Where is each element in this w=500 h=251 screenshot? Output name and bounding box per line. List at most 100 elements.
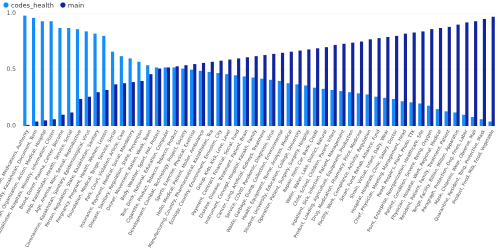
bar [272,53,276,126]
bar [242,76,246,126]
bar [324,47,328,126]
bar [435,109,439,126]
bar [146,65,150,126]
bar [219,60,223,126]
bar [342,43,346,126]
bar [43,120,48,126]
bar [286,83,290,126]
bar [409,102,413,126]
bar [198,70,202,126]
bar [444,111,448,126]
bar [456,24,460,126]
bar [316,48,320,127]
bar [26,124,30,126]
bar [479,119,483,126]
bar [237,58,241,126]
bar [403,33,407,127]
bar [67,28,71,126]
bar [58,28,62,126]
bar [482,19,486,127]
bar [312,87,317,126]
bar [351,42,355,126]
bar [225,74,229,126]
bar [23,15,27,127]
bar [52,119,56,126]
bar [32,17,36,126]
y-tick-label: 1.0 [6,10,16,17]
bar [102,35,106,127]
bar [181,68,185,126]
bar [172,67,176,126]
bar [395,35,399,127]
bar [61,114,65,126]
bar [330,89,334,126]
bar [96,92,100,126]
bar [447,26,451,126]
bar [263,55,267,127]
bar [184,65,188,126]
legend-label: codes_health [11,2,54,10]
bar [201,62,206,126]
bar [465,22,469,126]
bar [289,51,293,126]
bar [488,121,492,126]
bar [128,58,132,126]
bar [193,64,197,126]
bar [35,121,39,126]
bar [418,103,422,126]
bar [295,84,299,126]
bar [254,56,258,126]
bar [149,74,153,126]
bar [391,98,396,126]
bar [137,61,141,126]
bar [307,49,311,126]
bar [474,21,478,126]
legend-swatch [3,2,9,8]
bar [339,91,343,126]
legend-label: main [68,2,84,10]
bar [119,56,123,126]
bar [233,75,238,126]
bar [427,105,431,126]
bar [348,92,352,126]
legend: codes_health main [3,2,84,10]
bar [75,29,80,127]
bar [400,101,404,126]
bar [386,37,390,126]
bar [491,16,495,127]
bar [251,77,255,126]
y-tick-label: 0.0 [6,123,16,130]
bar [228,59,232,126]
bar [87,96,91,126]
bar [131,82,135,126]
bar [453,112,457,126]
bar [163,67,167,126]
bar [298,50,302,127]
bar [430,29,434,127]
y-tick-label: 0.5 [6,66,16,73]
bar [359,41,364,126]
bar [365,94,369,126]
bar [333,44,337,126]
bar [79,98,83,126]
bar [374,96,378,126]
bar [377,38,381,127]
bar [84,31,88,127]
legend-swatch [60,2,66,8]
bar [356,93,360,126]
bar [210,61,214,126]
bar [207,71,211,126]
bar [111,51,115,126]
bar [277,80,281,126]
bar [260,78,264,126]
bar [140,80,144,126]
bar [321,88,325,126]
bar [40,21,44,126]
bar [158,68,162,126]
bar [269,79,273,126]
bar [462,114,466,126]
bar [383,97,387,126]
bar [154,67,159,126]
bar [245,57,249,126]
